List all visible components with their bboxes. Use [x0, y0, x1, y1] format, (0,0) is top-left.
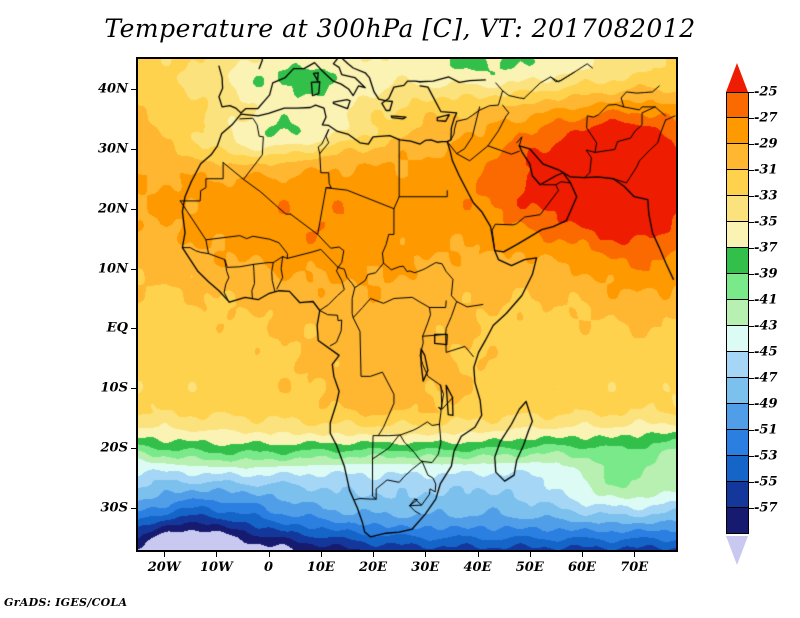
- colorbar-swatch: [726, 508, 749, 534]
- y-tick-label: 40N: [98, 81, 128, 97]
- colorbar-swatch: [726, 456, 749, 482]
- x-tick: [268, 552, 270, 557]
- y-tick: [131, 388, 136, 390]
- colorbar-tick-label: -29: [754, 136, 778, 152]
- x-tick: [581, 552, 583, 557]
- colorbar-swatch: [726, 118, 749, 144]
- colorbar-tick-label: -43: [754, 318, 778, 334]
- x-tick-label: 20E: [359, 560, 388, 575]
- x-tick-label: 40E: [463, 560, 492, 575]
- colorbar-tick: [749, 378, 754, 379]
- colorbar-min-arrow: [726, 536, 748, 565]
- y-tick: [131, 328, 136, 330]
- colorbar-tick-label: -49: [754, 396, 778, 412]
- colorbar-tick-label: -47: [754, 370, 778, 386]
- colorbar-tick: [749, 118, 754, 119]
- y-tick: [131, 148, 136, 150]
- x-tick-label: 60E: [567, 560, 596, 575]
- x-tick: [373, 552, 375, 557]
- x-tick-label: 10E: [306, 560, 335, 575]
- colorbar-tick: [749, 326, 754, 327]
- colorbar-tick-label: -25: [754, 84, 778, 100]
- colorbar-tick: [749, 92, 754, 93]
- y-tick: [131, 268, 136, 270]
- colorbar-tick-label: -57: [754, 500, 778, 516]
- map-plot-area: [136, 57, 678, 552]
- colorbar-tick-label: -53: [754, 448, 778, 464]
- colorbar-swatch: [726, 196, 749, 222]
- colorbar-tick: [749, 404, 754, 405]
- y-tick-label: 20S: [100, 440, 128, 456]
- colorbar-swatch: [726, 404, 749, 430]
- x-tick-label: 0: [264, 560, 274, 575]
- colorbar-tick-label: -41: [754, 292, 778, 308]
- x-tick: [164, 552, 166, 557]
- colorbar-max-arrow: [726, 63, 748, 92]
- colorbar-swatch: [726, 482, 749, 508]
- x-tick: [425, 552, 427, 557]
- x-tick-label: 70E: [620, 560, 649, 575]
- y-tick: [131, 448, 136, 450]
- colorbar-tick: [749, 300, 754, 301]
- colorbar-tick: [749, 352, 754, 353]
- colorbar-tick: [749, 274, 754, 275]
- y-tick-label: 10S: [100, 380, 128, 396]
- colorbar-tick-label: -45: [754, 344, 778, 360]
- x-tick: [477, 552, 479, 557]
- colorbar-tick-label: -39: [754, 266, 778, 282]
- colorbar-tick-label: -37: [754, 240, 778, 256]
- y-tick: [131, 208, 136, 210]
- colorbar-tick: [749, 248, 754, 249]
- colorbar-tick: [749, 456, 754, 457]
- x-tick-label: 10W: [199, 560, 233, 575]
- y-tick-label: 30N: [98, 141, 128, 157]
- colorbar-tick: [749, 430, 754, 431]
- colorbar-swatch: [726, 144, 749, 170]
- y-tick-label: 10N: [98, 261, 128, 277]
- colorbar-tick-label: -33: [754, 188, 778, 204]
- colorbar-tick-label: -51: [754, 422, 778, 438]
- y-tick-label: 20N: [98, 201, 128, 217]
- y-tick-label: EQ: [106, 320, 128, 336]
- colorbar-swatch: [726, 430, 749, 456]
- colorbar-tick: [749, 196, 754, 197]
- temperature-field-canvas: [138, 59, 676, 550]
- colorbar-tick: [749, 482, 754, 483]
- x-tick-label: 20W: [147, 560, 181, 575]
- chart-title: Temperature at 300hPa [C], VT: 201708201…: [104, 14, 696, 43]
- colorbar-swatch: [726, 300, 749, 326]
- x-tick: [320, 552, 322, 557]
- x-tick-label: 30E: [411, 560, 440, 575]
- colorbar-tick-label: -55: [754, 474, 778, 490]
- colorbar-tick-label: -31: [754, 162, 778, 178]
- colorbar: [726, 92, 749, 534]
- colorbar-tick: [749, 144, 754, 145]
- y-tick-label: 30S: [100, 500, 128, 516]
- colorbar-swatch: [726, 92, 749, 118]
- x-tick: [634, 552, 636, 557]
- y-tick: [131, 88, 136, 90]
- colorbar-tick: [749, 170, 754, 171]
- y-tick: [131, 508, 136, 510]
- colorbar-swatch: [726, 170, 749, 196]
- colorbar-swatch: [726, 326, 749, 352]
- colorbar-swatch: [726, 248, 749, 274]
- attribution-text: GrADS: IGES/COLA: [4, 596, 128, 609]
- colorbar-swatch: [726, 378, 749, 404]
- colorbar-tick: [749, 222, 754, 223]
- colorbar-swatch: [726, 352, 749, 378]
- colorbar-tick-label: -35: [754, 214, 778, 230]
- colorbar-tick: [749, 508, 754, 509]
- x-tick-label: 50E: [515, 560, 544, 575]
- colorbar-swatch: [726, 274, 749, 300]
- colorbar-swatch: [726, 222, 749, 248]
- x-tick: [529, 552, 531, 557]
- colorbar-tick-label: -27: [754, 110, 778, 126]
- x-tick: [216, 552, 218, 557]
